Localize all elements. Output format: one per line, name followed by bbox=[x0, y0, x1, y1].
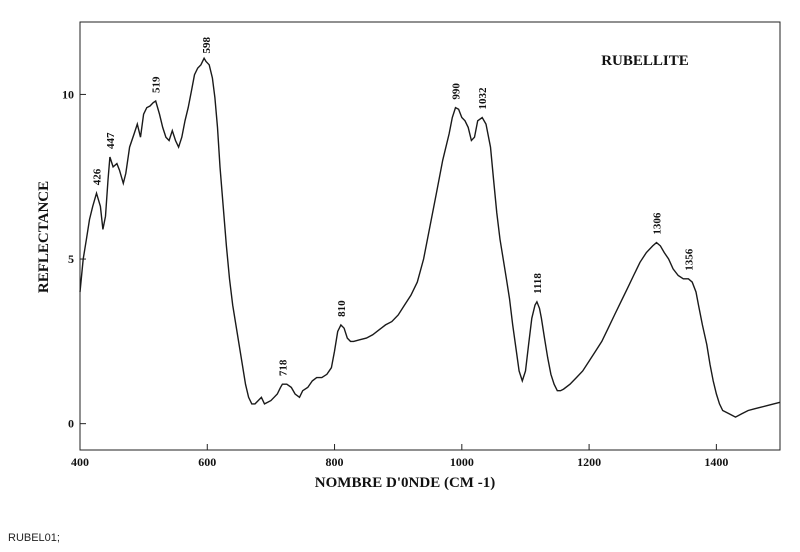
peak-label: 598 bbox=[201, 37, 213, 54]
x-tick-label: 1000 bbox=[450, 455, 474, 469]
y-axis: 0 5 10 bbox=[62, 87, 86, 431]
footer-id: RUBEL01; bbox=[8, 532, 60, 544]
x-tick-label: 600 bbox=[198, 455, 216, 469]
peak-label: 519 bbox=[151, 76, 163, 93]
series-line bbox=[79, 56, 781, 418]
x-axis-label: NOMBRE D'0NDE (CM -1) bbox=[315, 475, 495, 491]
plot-frame bbox=[79, 21, 781, 451]
peak-label: 990 bbox=[450, 83, 462, 100]
peak-labels: 426 447 519 598 718 810 990 1032 1118 1306 1356 bbox=[92, 37, 696, 377]
y-tick-label: 5 bbox=[68, 252, 74, 266]
x-tick-label: 800 bbox=[326, 455, 344, 469]
x-tick-label: 400 bbox=[71, 455, 89, 469]
peak-label: 718 bbox=[277, 359, 289, 376]
x-tick-label: 1200 bbox=[577, 455, 601, 469]
x-axis: 400 600 800 1000 1200 1400 bbox=[71, 444, 728, 469]
peak-label: 1118 bbox=[532, 273, 544, 294]
y-axis-label: REFLECTANCE bbox=[36, 181, 52, 293]
x-tick-label: 1400 bbox=[704, 455, 728, 469]
y-tick-label: 10 bbox=[62, 87, 74, 101]
chart-title: RUBELLITE bbox=[601, 53, 689, 69]
peak-label: 1306 bbox=[652, 212, 664, 235]
peak-label: 426 bbox=[92, 168, 104, 185]
peak-label: 1032 bbox=[477, 87, 489, 110]
y-tick-label: 0 bbox=[68, 417, 74, 431]
peak-label: 1356 bbox=[683, 248, 695, 271]
peak-label: 447 bbox=[105, 132, 117, 149]
peak-label: 810 bbox=[336, 300, 348, 317]
